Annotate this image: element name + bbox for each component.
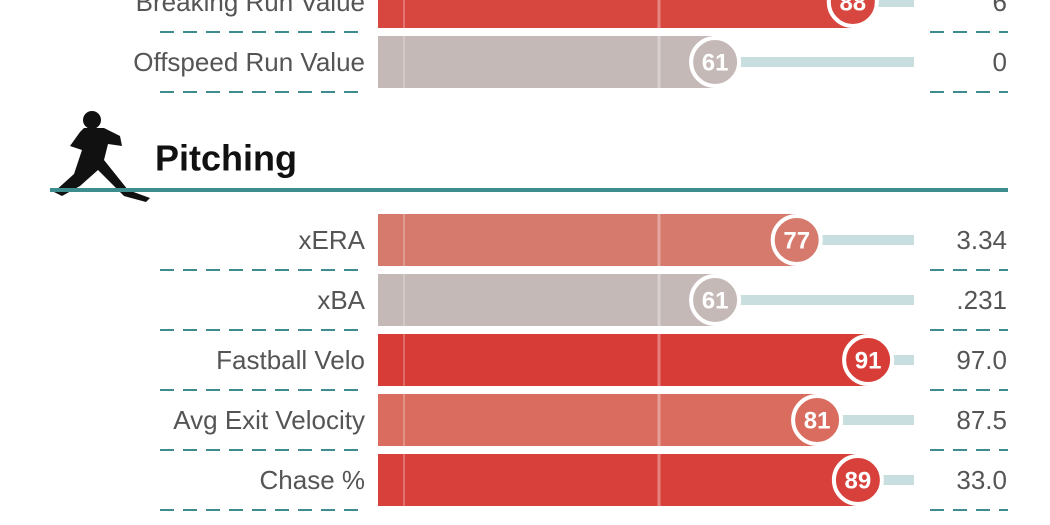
percentile-circle (689, 36, 742, 88)
track (715, 57, 914, 67)
stat-value: 3.34 (956, 225, 1007, 255)
percentile-label: 77 (783, 228, 810, 255)
stat-value: 33.0 (956, 465, 1007, 495)
track (796, 235, 914, 245)
stat-value: .231 (956, 285, 1007, 315)
track (817, 415, 914, 425)
percentile-label: 88 (839, 0, 866, 17)
bar (378, 274, 716, 326)
percentile-circle (770, 214, 823, 266)
metric-label: xBA (317, 285, 365, 315)
percentile-circle (831, 454, 884, 506)
bar (378, 36, 716, 88)
metric-label: Avg Exit Velocity (173, 405, 365, 435)
percentile-label: 89 (845, 468, 872, 495)
bar (378, 214, 797, 266)
track (857, 475, 914, 485)
track (852, 0, 914, 7)
track (715, 295, 914, 305)
percentile-circle (826, 0, 879, 28)
percentile-label: 61 (702, 288, 729, 315)
percentile-circle (689, 274, 742, 326)
metric-label: Breaking Run Value (136, 0, 365, 17)
percentile-label: 81 (804, 408, 831, 435)
bar (378, 0, 853, 28)
bar (378, 334, 869, 386)
stat-value: 87.5 (956, 405, 1007, 435)
section-title: Pitching (155, 138, 297, 179)
metric-label: Offspeed Run Value (133, 47, 365, 77)
metric-label: xERA (299, 225, 366, 255)
stat-value: 97.0 (956, 345, 1007, 375)
metric-label: Fastball Velo (216, 345, 365, 375)
metric-label: Chase % (260, 465, 366, 495)
stat-value: 0 (993, 47, 1007, 77)
percentile-label: 61 (702, 50, 729, 77)
pitcher-icon (54, 111, 150, 202)
bar (378, 454, 858, 506)
percentile-circle (842, 334, 895, 386)
percentile-label: 91 (855, 348, 882, 375)
bar (378, 394, 818, 446)
percentile-circle (791, 394, 844, 446)
stat-value: 6 (993, 0, 1007, 17)
